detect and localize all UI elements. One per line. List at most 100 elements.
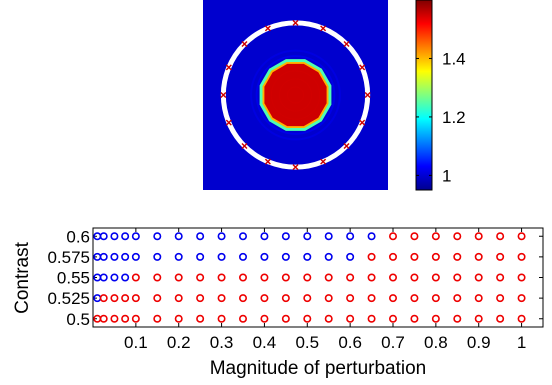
point-red [99, 314, 108, 323]
point-red [239, 294, 248, 303]
point-red [431, 314, 440, 323]
point-red [196, 314, 205, 323]
data-points [93, 232, 526, 323]
x-tick-label: 0.3 [210, 333, 234, 352]
point-red [324, 273, 333, 282]
point-red [453, 294, 462, 303]
ring-sample-point [364, 102, 370, 107]
point-red [239, 273, 248, 282]
heatmap-panel [203, 0, 388, 190]
y-axis-label: Contrast [12, 241, 33, 314]
y-tick-label: 0.575 [47, 248, 90, 267]
point-red [367, 314, 376, 323]
point-red [196, 273, 205, 282]
ring-marker [343, 143, 350, 150]
point-red [388, 232, 397, 241]
point-blue [99, 252, 108, 261]
x-tick-label: 0.1 [124, 333, 148, 352]
point-red [174, 294, 183, 303]
point-red [99, 294, 108, 303]
point-red [281, 273, 290, 282]
point-red [239, 314, 248, 323]
point-blue [346, 252, 355, 261]
colorbar-ticks: 1 1.2 1.4 [416, 49, 466, 185]
ring-sample-point [274, 162, 280, 167]
point-blue [110, 273, 119, 282]
ring-marker [241, 143, 248, 150]
axis-ticks: 0.1 0.2 0.3 0.4 0.5 0.6 0.7 0.8 0.9 1 0.6 0.575 0.55… [47, 227, 543, 352]
point-red [474, 273, 483, 282]
point-blue [324, 232, 333, 241]
point-red [324, 294, 333, 303]
point-blue [174, 232, 183, 241]
x-tick-label: 0.5 [295, 333, 319, 352]
point-red [281, 314, 290, 323]
scatter-panel: 0.1 0.2 0.3 0.4 0.5 0.6 0.7 0.8 0.9 1 0.6 0.575 0.55… [12, 227, 544, 379]
point-blue [239, 232, 248, 241]
point-red [110, 314, 119, 323]
colorbar-gradient [415, 0, 433, 191]
point-blue [281, 252, 290, 261]
y-tick-label: 0.55 [57, 269, 90, 288]
ring-marker [264, 158, 271, 165]
ring-sample-point [236, 136, 241, 142]
point-red [517, 314, 526, 323]
ring-sample-point [257, 155, 262, 160]
point-red [496, 314, 505, 323]
ring-sample-point [274, 23, 280, 28]
ring-sample-point [302, 164, 308, 169]
ring-sample-point [283, 21, 289, 26]
point-red [431, 252, 440, 261]
ring-sample-point [311, 162, 317, 167]
point-blue [110, 232, 119, 241]
point-blue [367, 232, 376, 241]
ring-sample-point [283, 164, 289, 169]
point-red [367, 294, 376, 303]
point-blue [217, 252, 226, 261]
point-red [174, 273, 183, 282]
x-tick-label: 0.4 [253, 333, 277, 352]
ring-marker [292, 164, 299, 171]
point-blue [99, 273, 108, 282]
point-blue [303, 252, 312, 261]
ring-marker [364, 92, 371, 98]
point-red [196, 294, 205, 303]
point-blue [131, 252, 140, 261]
point-blue [260, 232, 269, 241]
point-blue [346, 232, 355, 241]
point-red [474, 294, 483, 303]
x-tick-label: 0.8 [424, 333, 448, 352]
ring-sample-point [302, 21, 308, 26]
ring-sample-point [257, 30, 262, 35]
point-blue [217, 232, 226, 241]
x-axis-label: Magnitude of perturbation [210, 358, 427, 379]
point-red [367, 273, 376, 282]
ring-sample-point [355, 128, 361, 134]
point-red [410, 252, 419, 261]
point-blue [196, 252, 205, 261]
inclusion-contour [278, 78, 313, 112]
point-red [131, 273, 140, 282]
point-red [517, 232, 526, 241]
point-red [131, 294, 140, 303]
y-tick-label: 0.6 [66, 227, 90, 246]
point-blue [131, 232, 140, 241]
point-red [346, 273, 355, 282]
point-red [367, 252, 376, 261]
point-red [453, 252, 462, 261]
x-tick-label: 0.6 [338, 333, 362, 352]
point-red [453, 273, 462, 282]
ring-sample-point [329, 30, 334, 35]
ring-sample-point [355, 56, 361, 62]
x-tick-label: 0.2 [167, 333, 191, 352]
point-red [260, 314, 269, 323]
point-blue [174, 252, 183, 261]
ring-marker [343, 40, 350, 47]
point-blue [260, 252, 269, 261]
point-red [388, 294, 397, 303]
point-red [453, 232, 462, 241]
point-red [121, 294, 130, 303]
ring-sample-point [350, 48, 355, 54]
inclusion-contour [270, 70, 321, 120]
ring-marker [320, 25, 327, 32]
